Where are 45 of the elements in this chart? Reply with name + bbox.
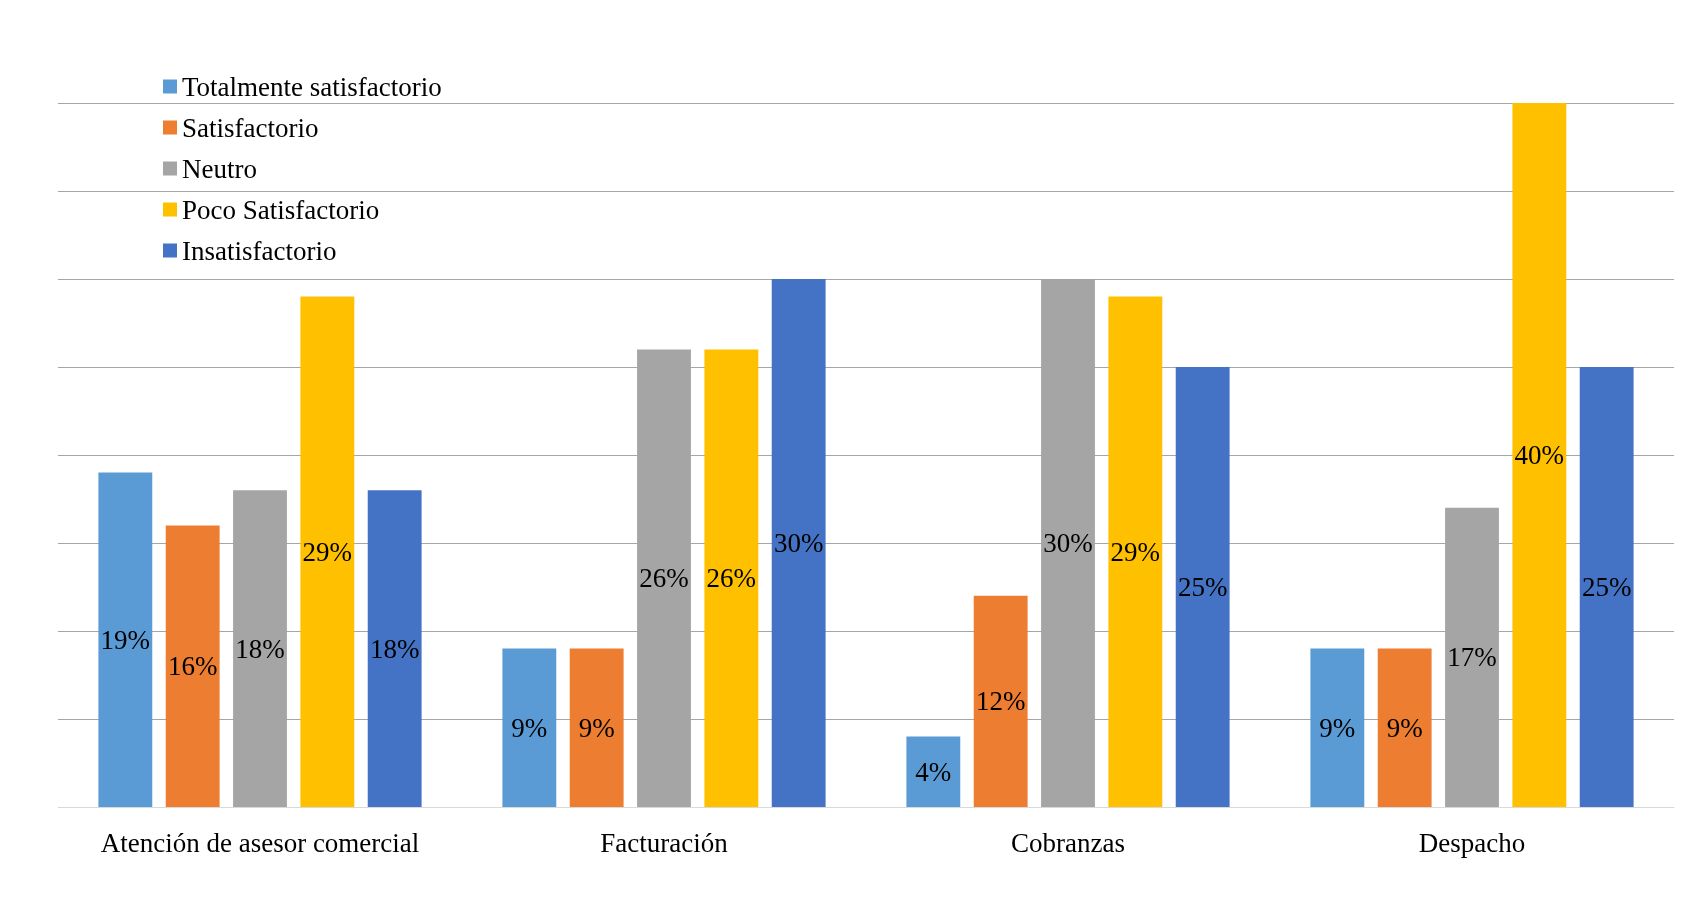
data-label: 18% [369, 633, 420, 664]
data-label: 26% [706, 563, 757, 594]
data-label: 29% [1110, 536, 1161, 567]
data-label: 30% [773, 528, 824, 558]
bar [300, 296, 355, 807]
data-label: 17% [1447, 642, 1497, 673]
bar [1579, 367, 1634, 807]
bar [1108, 296, 1163, 807]
bar [704, 349, 759, 807]
bar [1310, 648, 1365, 807]
x-tick-label: Despacho [1418, 827, 1526, 858]
data-label: 12% [975, 686, 1026, 717]
data-label: 40% [1514, 440, 1565, 470]
bar [165, 525, 220, 807]
x-tick-label: Facturación [600, 827, 729, 858]
legend-label: Insatisfactorio [182, 235, 337, 266]
legend-label: Neutro [182, 153, 257, 184]
bar [1377, 648, 1432, 807]
data-label: 25% [1177, 572, 1228, 602]
bar [906, 736, 961, 807]
legend-label: Totalmente satisfactorio [182, 71, 442, 102]
x-tick-label: Atención de asesor comercial [100, 827, 420, 858]
legend-label: Satisfactorio [182, 112, 319, 143]
data-label: 9% [1319, 712, 1356, 743]
data-label: 9% [578, 712, 615, 743]
bar [1175, 367, 1230, 807]
data-label: 30% [1043, 528, 1093, 558]
data-label: 9% [511, 712, 548, 743]
data-label: 19% [100, 624, 151, 655]
data-label: 4% [915, 756, 952, 787]
bar [502, 648, 557, 807]
bar [569, 648, 624, 807]
data-label: 16% [167, 651, 218, 682]
bar [98, 472, 153, 807]
data-label: 18% [235, 633, 285, 664]
legend-label: Poco Satisfactorio [182, 194, 380, 225]
bar [771, 279, 826, 807]
data-label: 26% [639, 563, 689, 594]
bar [1512, 103, 1567, 807]
bar [367, 490, 422, 807]
x-tick-label: Cobranzas [1011, 827, 1125, 858]
data-label: 25% [1581, 572, 1632, 602]
data-label: 29% [302, 536, 353, 567]
data-label: 9% [1386, 712, 1423, 743]
bar [973, 595, 1028, 807]
